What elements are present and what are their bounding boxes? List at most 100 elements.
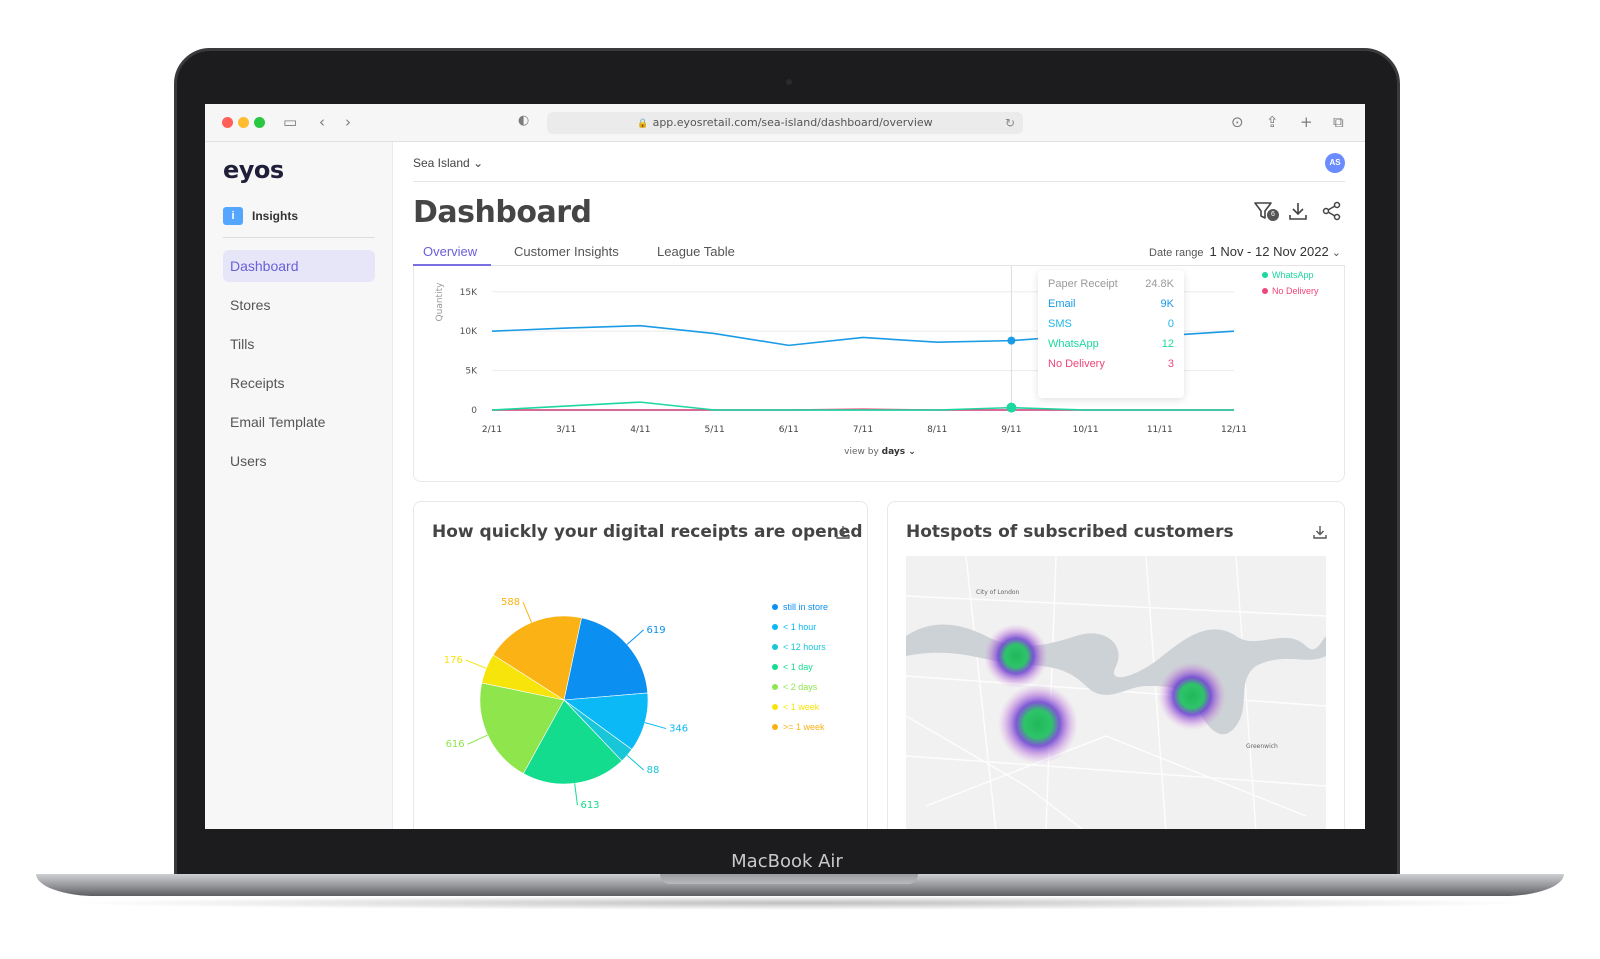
insights-section[interactable]: i Insights (223, 206, 298, 226)
maximize-window-button[interactable] (254, 117, 265, 128)
tooltip-row: No Delivery 3 (1048, 358, 1174, 370)
legend-dot (1262, 272, 1268, 278)
tab-overview-icon[interactable]: ⧉ (1333, 113, 1344, 131)
sidebar-item-receipts[interactable]: Receipts (230, 375, 285, 391)
pie-legend-item[interactable]: < 12 hours (772, 637, 828, 657)
legend-label: WhatsApp (1272, 270, 1314, 280)
download-icon[interactable] (835, 524, 851, 540)
line-chart-legend: WhatsApp No Delivery (1262, 270, 1319, 302)
avatar[interactable]: AS (1325, 153, 1345, 173)
insights-label: Insights (252, 209, 299, 223)
legend-item-whatsapp[interactable]: WhatsApp (1262, 270, 1319, 280)
x-tick-label: 6/11 (779, 425, 799, 435)
pie-legend-item[interactable]: still in store (772, 597, 828, 617)
close-window-button[interactable] (222, 117, 233, 128)
hotspot-marker[interactable] (984, 624, 1048, 688)
laptop-shadow (60, 896, 1540, 910)
new-tab-icon[interactable]: + (1300, 113, 1313, 131)
tooltip-value: 0 (1167, 318, 1174, 330)
sidebar-item-email-template[interactable]: Email Template (230, 414, 326, 430)
download-icon (1289, 203, 1307, 220)
pie-slice[interactable] (563, 617, 649, 701)
y-tick-label: 5K (465, 367, 478, 377)
legend-label: >= 1 week (783, 722, 825, 732)
y-tick-label: 0 (471, 406, 477, 416)
legend-label: No Delivery (1272, 286, 1319, 296)
sidebar-toggle-icon[interactable]: ▭ (283, 113, 298, 131)
pie-value-label: 619 (647, 625, 666, 636)
sidebar-item-users[interactable]: Users (230, 453, 267, 469)
hotspot-map[interactable]: City of London Greenwich (906, 556, 1326, 829)
sidebar-item-dashboard[interactable]: Dashboard (223, 250, 375, 282)
pie-legend-item[interactable]: < 1 hour (772, 617, 828, 637)
sidebar-item-tills[interactable]: Tills (230, 336, 255, 352)
filter-icon (1254, 202, 1272, 219)
pie-legend-item[interactable]: < 2 days (772, 677, 828, 697)
pie-value-label: 588 (501, 597, 520, 608)
top-bar: Sea Island ⌄ AS (413, 142, 1345, 182)
download-icon[interactable]: ⊙ (1231, 113, 1244, 131)
pie-legend-item[interactable]: < 1 day (772, 657, 828, 677)
pie-legend-item[interactable]: >= 1 week (772, 717, 828, 737)
eyos-logo: eyos (223, 156, 284, 184)
share-icon[interactable]: ⇪ (1266, 113, 1279, 131)
sidebar-item-stores[interactable]: Stores (230, 297, 271, 313)
map-canvas: City of London Greenwich (906, 556, 1326, 829)
pie-value-label: 176 (444, 655, 463, 666)
sidebar-nav: Dashboard Stores Tills Receipts Email Te… (223, 250, 375, 484)
share-button[interactable] (1321, 200, 1345, 222)
legend-item-no-delivery[interactable]: No Delivery (1262, 286, 1319, 296)
receipt-open-speed-pie: 619 346 88 613 616 176 588 (444, 597, 688, 811)
forward-icon[interactable]: › (345, 113, 351, 131)
river-thames (906, 624, 1326, 735)
store-selector[interactable]: Sea Island ⌄ (413, 156, 483, 170)
delivery-line-chart-card: Quantity 0 5K 10K 15K 2/11 3/11 4/11 5/11 6/11 7/1… (413, 266, 1345, 482)
pie-legend-item[interactable]: < 1 week (772, 697, 828, 717)
tab-overview[interactable]: Overview (423, 244, 478, 259)
device-label: MacBook Air (731, 851, 843, 872)
pie-legend: still in store < 1 hour < 12 hours < 1 day <… (772, 597, 828, 737)
filter-button[interactable]: 6 (1253, 200, 1279, 222)
hotspot-marker[interactable] (1158, 662, 1226, 730)
minimize-window-button[interactable] (238, 117, 249, 128)
x-tick-label: 8/11 (927, 425, 947, 435)
pie-leader-line (522, 602, 533, 623)
tab-bar: Overview Customer Insights League Table … (413, 238, 1345, 266)
y-tick-label: 10K (460, 327, 478, 337)
reload-icon[interactable]: ↻ (1004, 116, 1015, 130)
dashboard-tools: 6 (1253, 200, 1345, 222)
hover-point (1006, 402, 1017, 413)
legend-dot (1262, 288, 1268, 294)
tooltip-row: Paper Receipt 24.8K (1048, 278, 1174, 290)
back-icon[interactable]: ‹ (319, 113, 325, 131)
url-text: app.eyosretail.com/sea-island/dashboard/… (652, 116, 933, 129)
view-by-selector[interactable]: view by days ⌄ (844, 447, 916, 457)
address-bar[interactable]: 🔒 app.eyosretail.com/sea-island/dashboard… (547, 112, 1023, 134)
privacy-shield-icon[interactable]: ◐ (518, 113, 530, 128)
download-button[interactable] (1287, 200, 1311, 222)
date-range-picker[interactable]: Date range 1 Nov - 12 Nov 2022 ⌄ (1149, 244, 1341, 259)
date-range-value: 1 Nov - 12 Nov 2022 (1209, 244, 1329, 259)
hotspot-marker[interactable] (998, 684, 1078, 764)
legend-dot (772, 624, 778, 630)
pie-value-label: 616 (446, 739, 465, 750)
tooltip-label: SMS (1048, 318, 1072, 330)
download-icon[interactable] (1312, 524, 1328, 540)
tab-league-table[interactable]: League Table (657, 244, 735, 259)
chevron-down-icon: ⌄ (473, 156, 484, 170)
legend-label: < 1 week (783, 702, 820, 712)
page-title: Dashboard (413, 195, 592, 230)
x-tick-label: 10/11 (1073, 425, 1099, 435)
legend-dot (772, 604, 778, 610)
legend-label: < 1 hour (783, 622, 817, 632)
active-tab-indicator (413, 264, 491, 266)
tooltip-label: WhatsApp (1048, 338, 1099, 350)
x-tick-label: 11/11 (1147, 425, 1173, 435)
x-tick-label: 9/11 (1001, 425, 1021, 435)
pie-leader-line (644, 722, 667, 730)
laptop-base (36, 874, 1564, 896)
pie-leader-line (467, 734, 488, 745)
legend-label: < 12 hours (783, 642, 826, 652)
tab-customer-insights[interactable]: Customer Insights (514, 244, 619, 259)
